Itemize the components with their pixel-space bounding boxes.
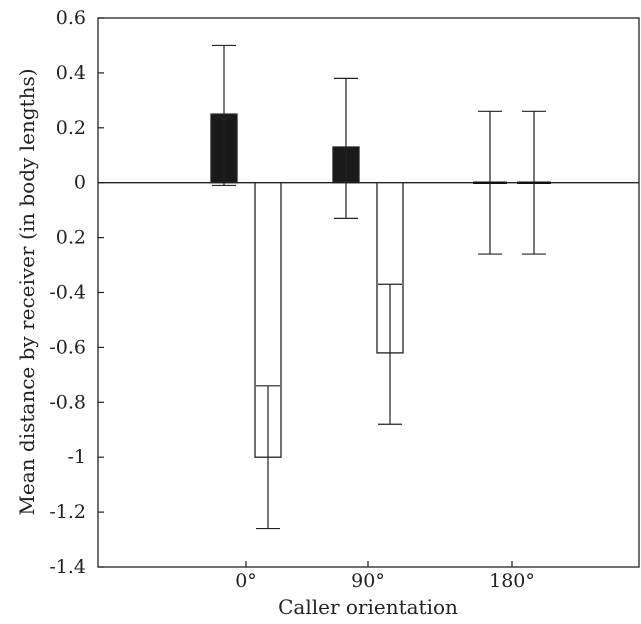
y-tick-label-9: -1.2 bbox=[49, 501, 86, 523]
x-tick-label-1: 90° bbox=[351, 570, 385, 592]
x-tick-label-2: 180° bbox=[489, 570, 535, 592]
plot-area bbox=[97, 17, 640, 568]
y-tick-label-7: -0.8 bbox=[49, 391, 86, 413]
y-tick-label-4: 0.2 bbox=[56, 227, 86, 249]
y-axis-title: Mean distance by receiver (in body lengt… bbox=[15, 68, 39, 515]
y-tick-label-3: 0 bbox=[74, 172, 86, 194]
x-tick-label-0: 0° bbox=[235, 570, 257, 592]
y-tick-label-6: -0.6 bbox=[49, 336, 86, 358]
y-tick-label-0: 0.6 bbox=[56, 7, 86, 29]
y-tick-label-1: 0.4 bbox=[56, 62, 86, 84]
y-tick-label-2: 0.2 bbox=[56, 117, 86, 139]
x-axis-title: Caller orientation bbox=[278, 595, 458, 619]
y-tick-label-5: -0.4 bbox=[49, 282, 86, 304]
y-tick-label-8: -1 bbox=[67, 446, 86, 468]
y-tick-label-10: -1.4 bbox=[49, 556, 86, 578]
